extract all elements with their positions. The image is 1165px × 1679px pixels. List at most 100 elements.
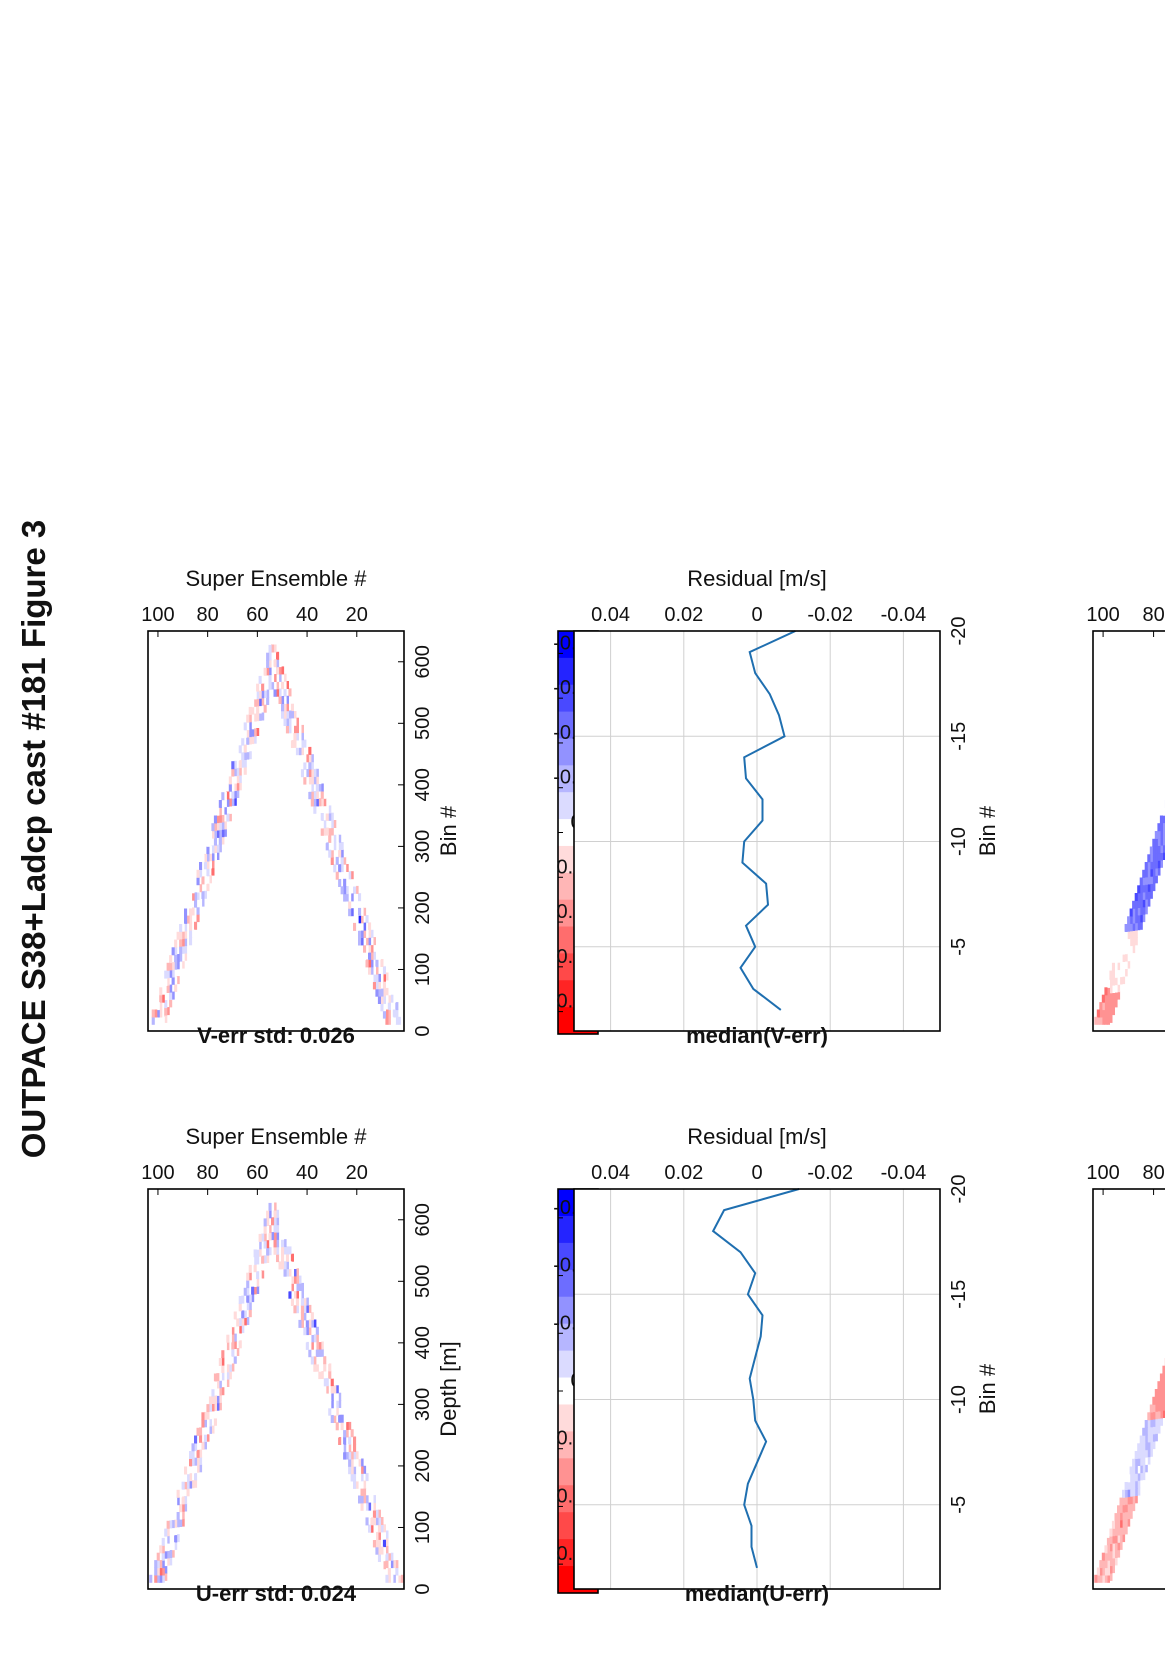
u_err-cell [276, 1239, 280, 1248]
v_err-cell [308, 761, 312, 770]
v_oce-cell [1111, 999, 1116, 1008]
u_err-cell [360, 1488, 364, 1496]
v_oce-cell [1124, 924, 1128, 932]
u_err-cell [318, 1363, 322, 1372]
u_err-cell [191, 1487, 195, 1496]
u_err-ytick-label: 600 [412, 1203, 434, 1236]
v_oce-cell [1147, 869, 1151, 877]
v_err-cell [353, 922, 357, 931]
v_err-cell [184, 923, 188, 932]
u_err-cell [181, 1511, 185, 1520]
u_oce-cell [1157, 1381, 1161, 1390]
v_err-cell [355, 885, 359, 894]
u_oce-cell [1159, 1380, 1164, 1389]
v_err-cell [345, 871, 349, 880]
v_oce-cell [1124, 953, 1128, 962]
u_err-cell [300, 1319, 304, 1328]
u_oce-cell [1124, 1511, 1128, 1520]
u_err-cell [201, 1441, 205, 1450]
v_err-cell [276, 681, 280, 690]
v_err-cell [208, 831, 212, 839]
v_err-cell [368, 922, 372, 931]
v_err-cell [338, 879, 342, 887]
v_err-cell [300, 724, 304, 733]
v_err-cell [181, 953, 185, 962]
v_err-cell [368, 952, 372, 960]
v_err-cell [313, 776, 317, 785]
v_err-cell [231, 798, 235, 807]
v_err-cell [338, 864, 342, 873]
v_err-cell [358, 937, 362, 946]
v_oce-cell [1122, 931, 1126, 940]
v_err-cell [236, 767, 240, 776]
v_err-cell [238, 760, 242, 769]
v_err-cell [199, 898, 203, 907]
u_err-cell [156, 1560, 160, 1569]
v_err-cell [169, 984, 173, 993]
v_err-cell [223, 806, 227, 815]
v_err-cell [343, 878, 347, 887]
u_err-cell [223, 1364, 227, 1373]
v_err-cell [303, 747, 307, 755]
u_oce-cell [1142, 1427, 1146, 1436]
u_err-cell [196, 1457, 200, 1466]
u_err-cell [246, 1280, 250, 1289]
u_err-cell [256, 1249, 260, 1258]
u_err-cell [218, 1394, 222, 1403]
u_err-cell [206, 1418, 210, 1427]
v_oce-cell [1109, 1000, 1113, 1009]
u_err-cell [241, 1295, 245, 1304]
u_err-cell [308, 1349, 312, 1358]
u_oce-cell [1152, 1411, 1156, 1420]
v_oce-cell [1139, 914, 1143, 923]
v_err-cell [313, 805, 317, 814]
v_err-xtick-label: 20 [346, 604, 368, 626]
v_err-cell [375, 981, 379, 990]
u_err-cell [233, 1341, 237, 1349]
u_err-cell [251, 1294, 255, 1303]
v_err-cell [325, 798, 329, 807]
u_err-cell [348, 1451, 352, 1460]
u_oce-xtick-label: 80 [1142, 1162, 1164, 1184]
v_resid-ytick-label: -10 [948, 827, 970, 856]
v_oce-cell [1157, 860, 1161, 869]
u_err-frame [147, 1188, 405, 1590]
v_oce-cell [1137, 900, 1141, 908]
v_oce-cell [1157, 845, 1161, 854]
v_err-cell [251, 721, 255, 730]
u_err-cell [397, 1574, 401, 1583]
u_err-cell [348, 1444, 352, 1453]
u_oce-cell [1152, 1404, 1156, 1413]
v_err-cell [375, 959, 379, 968]
v_err-cell [189, 922, 193, 931]
u_oce-cell [1157, 1418, 1161, 1427]
u_err-cell [290, 1298, 294, 1306]
u_err-cell [253, 1293, 257, 1302]
u_err-cell [208, 1425, 212, 1434]
v_oce-cell [1142, 877, 1146, 886]
u_err-cell [201, 1412, 205, 1421]
v_err-cell [276, 688, 280, 697]
v_oce-cell [1127, 931, 1131, 940]
v_err-cell [276, 659, 280, 668]
v_oce-cell [1152, 868, 1156, 877]
u_err-cell [261, 1270, 265, 1279]
u_err-cell [258, 1278, 262, 1287]
v_err-cell [208, 875, 212, 884]
v_err-cell [345, 893, 349, 902]
u_err-cell [325, 1356, 329, 1365]
v_oce-cell [1154, 838, 1158, 847]
u_err-cell [156, 1567, 160, 1576]
v_oce-cell [1137, 929, 1141, 938]
v_err-cell [308, 791, 312, 800]
u_err-cell [206, 1404, 210, 1413]
v_err-cell [363, 907, 367, 916]
u_oce-cell [1129, 1503, 1133, 1512]
u_oce-cell [1124, 1489, 1128, 1498]
u_err-cell [360, 1465, 364, 1474]
u_err-cell [313, 1319, 317, 1328]
v_oce-cell [1149, 868, 1153, 877]
v_oce-cell [1129, 938, 1133, 947]
v_err-cell [338, 834, 342, 843]
u_oce-cell [1106, 1545, 1111, 1554]
